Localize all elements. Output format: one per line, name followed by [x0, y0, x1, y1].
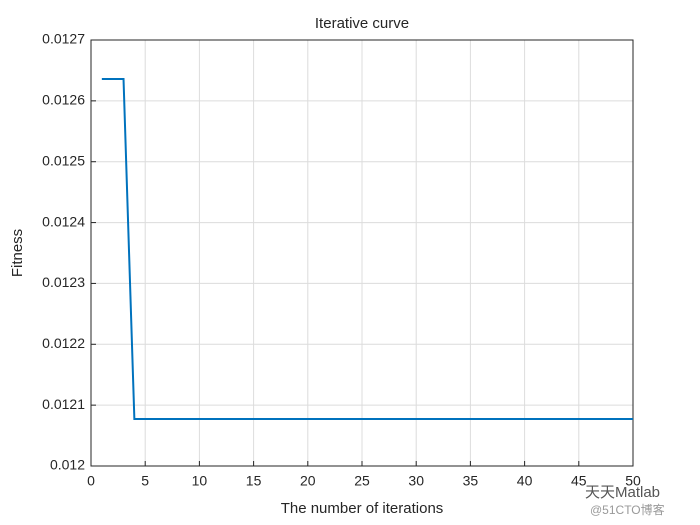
- y-tick-label: 0.0124: [42, 213, 85, 229]
- watermark: @51CTO博客: [590, 502, 665, 517]
- y-tick-label: 0.0125: [42, 152, 85, 168]
- y-tick-label: 0.0121: [42, 396, 85, 412]
- x-tick-label: 45: [571, 473, 587, 489]
- plot-frame: [90, 39, 634, 467]
- x-axis-label: The number of iterations: [281, 500, 444, 517]
- y-tick-label: 0.0122: [42, 335, 85, 351]
- x-tick-label: 40: [517, 473, 533, 489]
- y-axis-label: Fitness: [9, 229, 26, 277]
- x-tick-label: 50: [625, 473, 641, 489]
- x-tick-label: 25: [354, 473, 370, 489]
- x-tick-label: 35: [463, 473, 479, 489]
- y-tick-label: 0.012: [50, 457, 85, 473]
- x-tick-label: 15: [246, 473, 262, 489]
- x-tick-label: 5: [141, 473, 149, 489]
- y-tick-label: 0.0126: [42, 92, 85, 108]
- y-tick-label: 0.0127: [42, 31, 85, 47]
- x-tick-label: 10: [192, 473, 208, 489]
- x-tick-label: 30: [408, 473, 424, 489]
- x-tick-label: 0: [87, 473, 95, 489]
- y-tick-label: 0.0123: [42, 274, 85, 290]
- watermark: 天天Matlab: [585, 484, 660, 501]
- x-tick-label: 20: [300, 473, 316, 489]
- data-line: [101, 77, 633, 421]
- chart-title: Iterative curve: [315, 15, 409, 32]
